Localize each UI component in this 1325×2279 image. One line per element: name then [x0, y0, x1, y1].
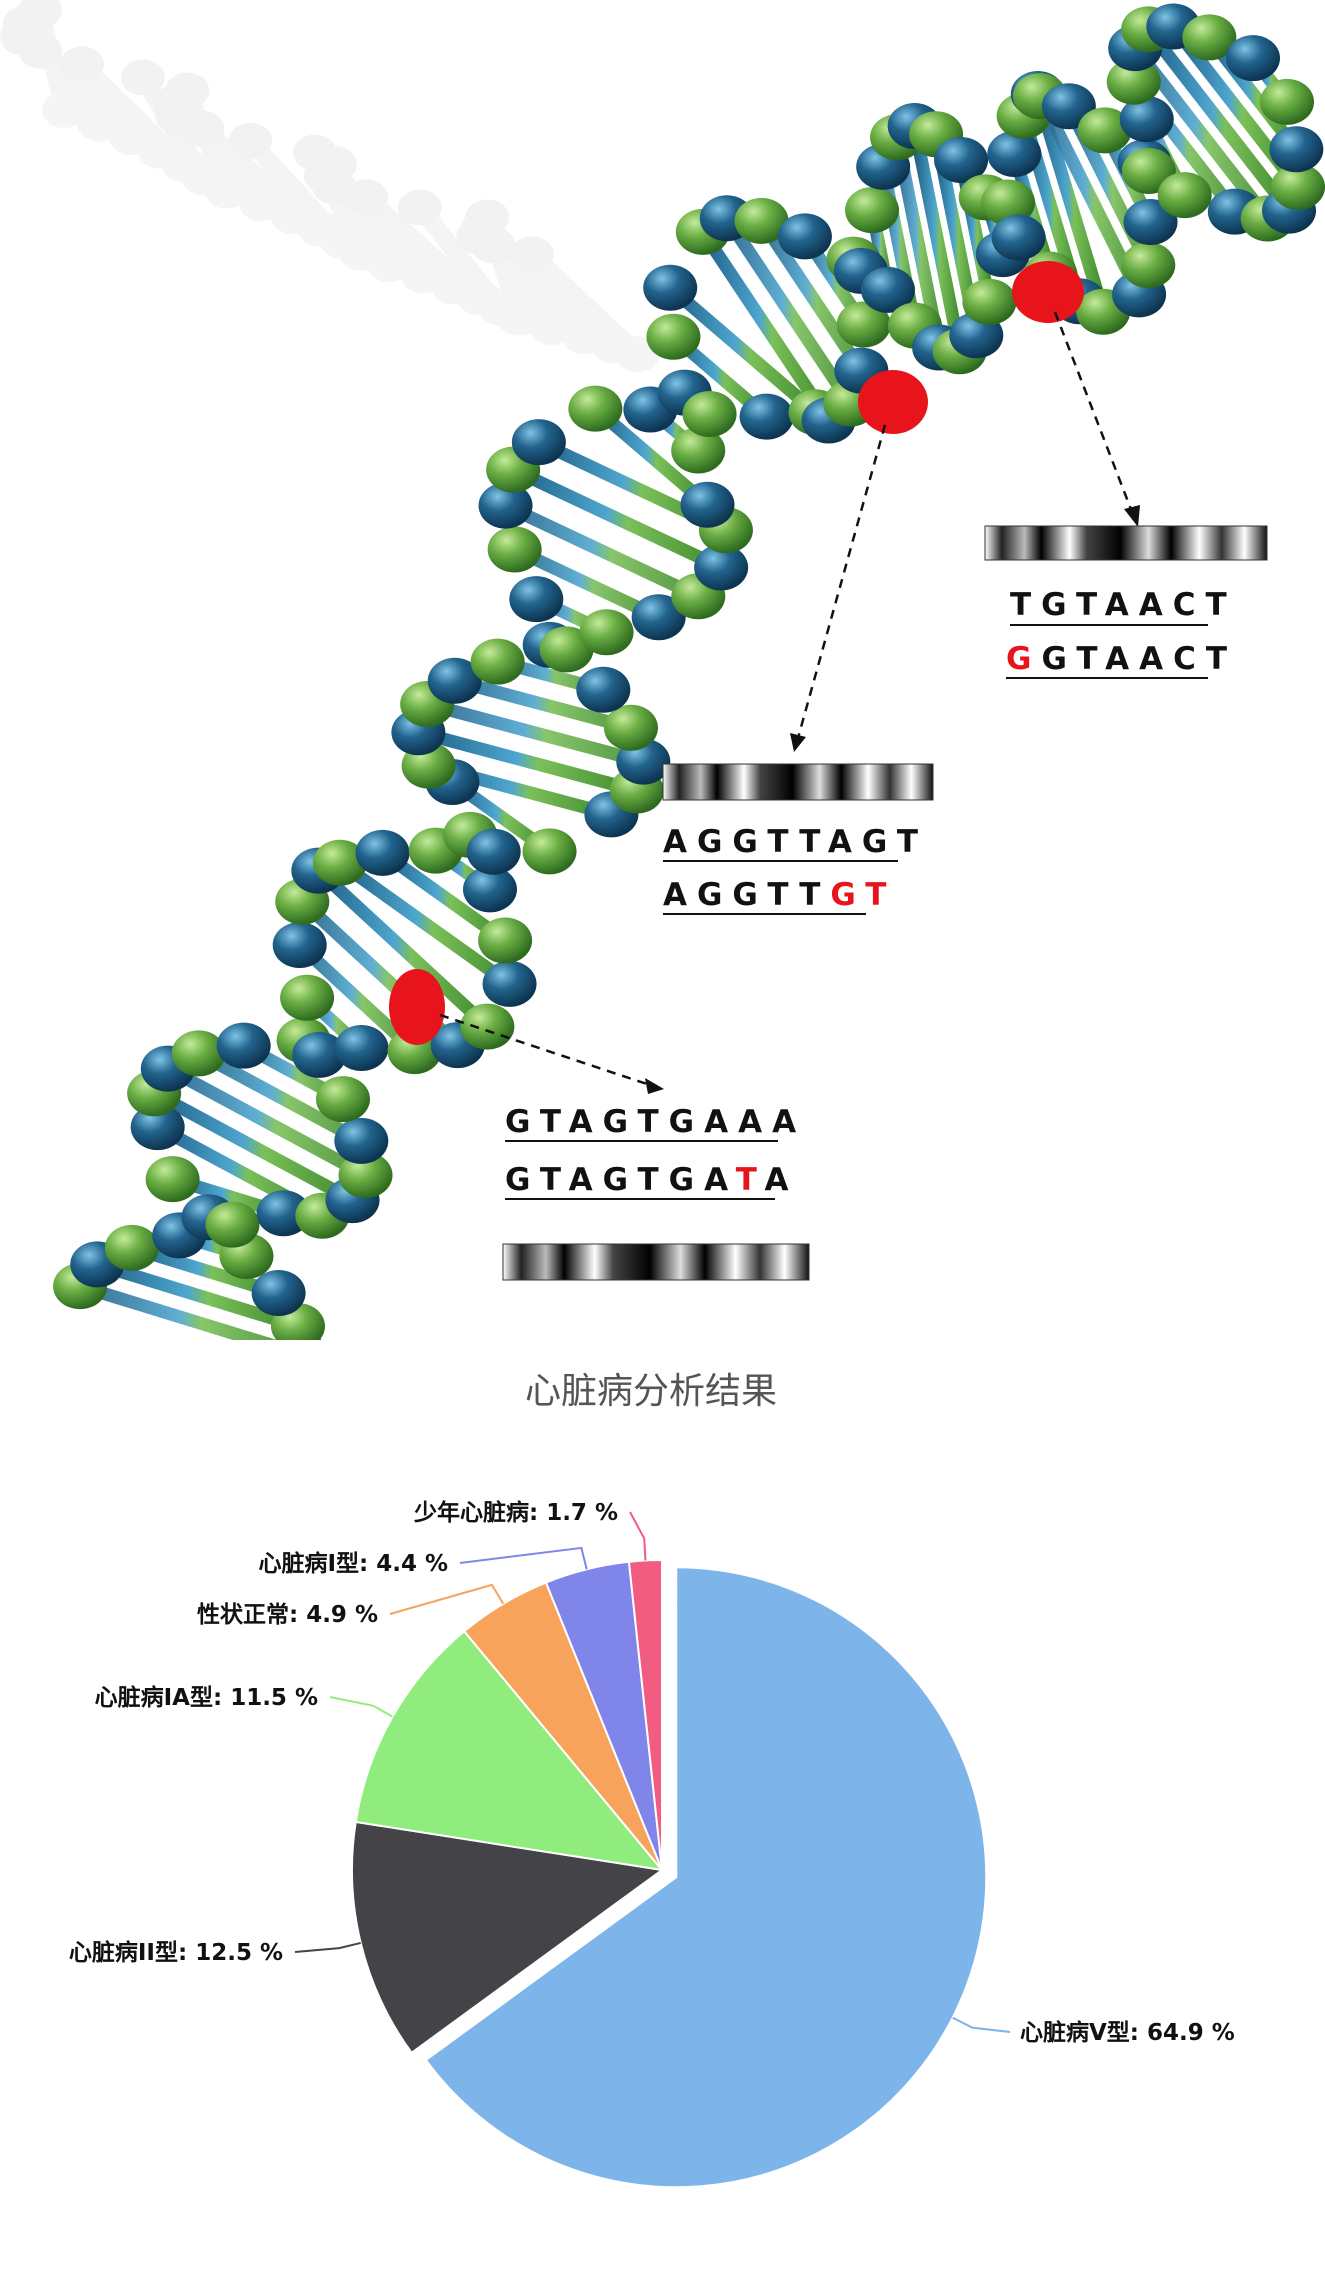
pie-data-label: 少年心脏病: 1.7 %: [413, 1499, 618, 1526]
mutation-marker-3: [389, 969, 445, 1045]
sequence-group-1: TGTAACT GGTAACT: [1006, 587, 1237, 679]
pie-connector: [459, 1546, 588, 1570]
pie-connector: [329, 1696, 394, 1718]
pie-connector: [389, 1583, 505, 1615]
mutated-base: T: [736, 1162, 765, 1198]
chromosome-band-2: [662, 763, 934, 801]
pie-labels: 心脏病V型: 64.9 % 心脏病II型: 12.5 % 心脏病IA型: 11.5 …: [69, 1499, 1235, 2046]
pie-slice[interactable]: [351, 1820, 665, 2055]
pie-data-label: 心脏病IA型: 11.5 %: [95, 1684, 318, 1711]
pie-slice[interactable]: [424, 1566, 988, 2189]
reference-sequence: AGGTTAGT: [663, 824, 928, 860]
background-helix: [0, 0, 660, 373]
reference-sequence: GTAGTGAAA: [505, 1104, 806, 1140]
mutation-marker-1: [1012, 261, 1084, 323]
chart-title: 心脏病分析结果: [525, 1371, 777, 1412]
dna-double-helix: [53, 3, 1325, 1340]
pie-data-label: 性状正常: 4.9 %: [197, 1601, 378, 1628]
pie-connector: [952, 2016, 1011, 2033]
pie-slices: [351, 1558, 988, 2189]
mutated-base: G: [1006, 641, 1041, 677]
arrow-heads: [645, 505, 1140, 1094]
sequence-group-2: AGGTTAGT AGGTTGT: [663, 824, 928, 915]
mutated-base: GT: [830, 877, 896, 913]
variant-sequence: GGTAACT: [1006, 641, 1237, 677]
chromosome-band-1: [984, 525, 1268, 561]
pie-chart: 心脏病分析结果 心脏病V型: 64.9 % 心脏病II型: 12.5 % 心脏病IA…: [69, 1371, 1235, 2189]
variant-sequence: AGGTTGT: [663, 877, 896, 913]
mutation-marker-2: [858, 370, 928, 434]
pie-data-label: 心脏病I型: 4.4 %: [258, 1550, 448, 1577]
dna-illustration: TGTAACT GGTAACT AGGTTAGT AGGTTGT GTAGTGA…: [0, 0, 1325, 1340]
pie-data-label: 心脏病II型: 12.5 %: [69, 1939, 283, 1966]
pie-data-label: 心脏病V型: 64.9 %: [1020, 2019, 1235, 2046]
reference-sequence: TGTAACT: [1010, 587, 1237, 623]
mutation-arrows: [439, 311, 1134, 1087]
chromosome-band-3: [502, 1243, 810, 1281]
sequence-group-3: GTAGTGAAA GTAGTGATA: [505, 1104, 806, 1200]
pie-connector: [294, 1941, 361, 1953]
variant-sequence: GTAGTGATA: [505, 1162, 798, 1198]
pie-connector: [629, 1511, 647, 1561]
